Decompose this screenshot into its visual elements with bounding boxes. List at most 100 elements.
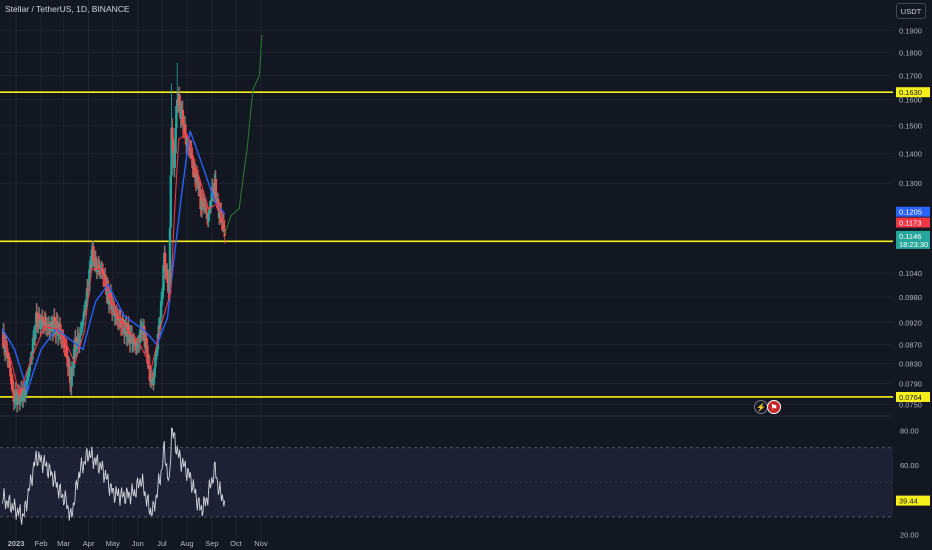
candle bbox=[55, 321, 59, 324]
candle bbox=[25, 380, 28, 391]
candle bbox=[169, 175, 172, 228]
currency-unit-button[interactable]: USDT bbox=[896, 3, 926, 19]
candle bbox=[131, 343, 135, 345]
level-price-label-bg bbox=[896, 87, 930, 98]
candle bbox=[220, 211, 223, 224]
candle bbox=[65, 348, 69, 358]
candle bbox=[166, 269, 169, 284]
candle bbox=[146, 345, 149, 364]
candle bbox=[101, 268, 105, 279]
candle bbox=[162, 265, 165, 291]
candle bbox=[64, 347, 68, 349]
last-price-label: 0.1146 bbox=[899, 232, 921, 241]
candle bbox=[83, 309, 86, 312]
candle bbox=[135, 344, 139, 347]
candle bbox=[208, 207, 211, 213]
candle bbox=[184, 123, 187, 135]
candle bbox=[64, 346, 67, 348]
chart-title: Stellar / TetherUS, 1D, BINANCE bbox=[5, 4, 130, 14]
candle bbox=[153, 367, 156, 378]
candle bbox=[49, 321, 52, 332]
candle bbox=[148, 364, 152, 381]
candle bbox=[205, 206, 208, 213]
candle bbox=[72, 348, 76, 368]
candle bbox=[129, 334, 132, 344]
candle bbox=[138, 329, 142, 343]
candle bbox=[31, 338, 35, 354]
candle bbox=[155, 349, 159, 354]
rsi-value-label: 39.44 bbox=[899, 497, 918, 506]
level-price-label: 0.1630 bbox=[899, 88, 922, 97]
candle bbox=[213, 182, 216, 197]
candle bbox=[78, 335, 81, 346]
ma-slow-line bbox=[1, 130, 226, 394]
candle bbox=[191, 156, 194, 169]
level-price-label-bg bbox=[896, 391, 930, 402]
last-price-label-countdown: 18:23:30 bbox=[899, 240, 928, 249]
candle bbox=[84, 299, 88, 310]
candle bbox=[8, 359, 11, 368]
time-tick-label: Nov bbox=[254, 539, 268, 548]
candle bbox=[188, 146, 191, 149]
candle bbox=[160, 297, 164, 302]
candle bbox=[18, 399, 22, 404]
candle bbox=[113, 305, 116, 316]
candle bbox=[185, 144, 189, 145]
candle bbox=[34, 324, 37, 340]
price-tick-label: 0.1400 bbox=[899, 149, 922, 158]
candle bbox=[119, 318, 123, 326]
candle bbox=[198, 188, 201, 190]
time-tick-label: Jun bbox=[132, 539, 144, 548]
candle bbox=[193, 167, 197, 179]
candle bbox=[170, 127, 173, 176]
candle bbox=[75, 346, 78, 350]
candle bbox=[159, 318, 162, 330]
time-tick-label: 2023 bbox=[8, 539, 25, 548]
candle bbox=[13, 400, 16, 402]
ma-slow-price-label: 0.1205 bbox=[899, 208, 922, 217]
time-tick-label: Oct bbox=[230, 539, 243, 548]
candle bbox=[10, 375, 13, 382]
candle bbox=[142, 325, 146, 342]
lightning-icon[interactable]: ⚡ bbox=[754, 400, 768, 414]
rsi-line bbox=[1, 427, 226, 525]
candle bbox=[104, 274, 107, 286]
price-tick-label: 0.1800 bbox=[899, 48, 922, 57]
candle bbox=[18, 390, 21, 404]
candle bbox=[174, 127, 177, 154]
ma-fast-line bbox=[1, 132, 226, 396]
candle bbox=[211, 187, 214, 193]
candle bbox=[41, 316, 44, 326]
candle bbox=[47, 324, 51, 329]
candle bbox=[150, 378, 153, 384]
candle bbox=[24, 390, 27, 397]
time-tick-label: Mar bbox=[57, 539, 70, 548]
candle bbox=[92, 246, 95, 262]
candle bbox=[68, 364, 71, 367]
candle bbox=[7, 357, 11, 360]
candle bbox=[108, 300, 111, 305]
candle bbox=[141, 330, 144, 335]
price-tick-label: 0.1500 bbox=[899, 122, 922, 131]
candle bbox=[38, 313, 41, 320]
candle bbox=[16, 393, 19, 405]
candle bbox=[6, 348, 9, 359]
candle bbox=[88, 269, 91, 291]
time-tick-label: May bbox=[106, 539, 120, 548]
candle bbox=[22, 390, 25, 402]
us-flag-icon[interactable]: ⚑ bbox=[767, 400, 781, 414]
candle bbox=[173, 153, 176, 168]
candle bbox=[171, 127, 174, 140]
candle bbox=[39, 320, 43, 330]
candle bbox=[222, 223, 226, 230]
candle bbox=[199, 188, 202, 210]
candle bbox=[180, 110, 183, 119]
level-price-label: 0.0764 bbox=[899, 393, 922, 402]
rsi-tick-label: 20.00 bbox=[900, 530, 919, 539]
candle bbox=[76, 336, 80, 342]
candle bbox=[26, 375, 30, 378]
candle bbox=[43, 320, 47, 323]
candle bbox=[9, 367, 12, 376]
candle bbox=[100, 268, 103, 272]
rsi-tick-label: 60.00 bbox=[900, 461, 919, 470]
